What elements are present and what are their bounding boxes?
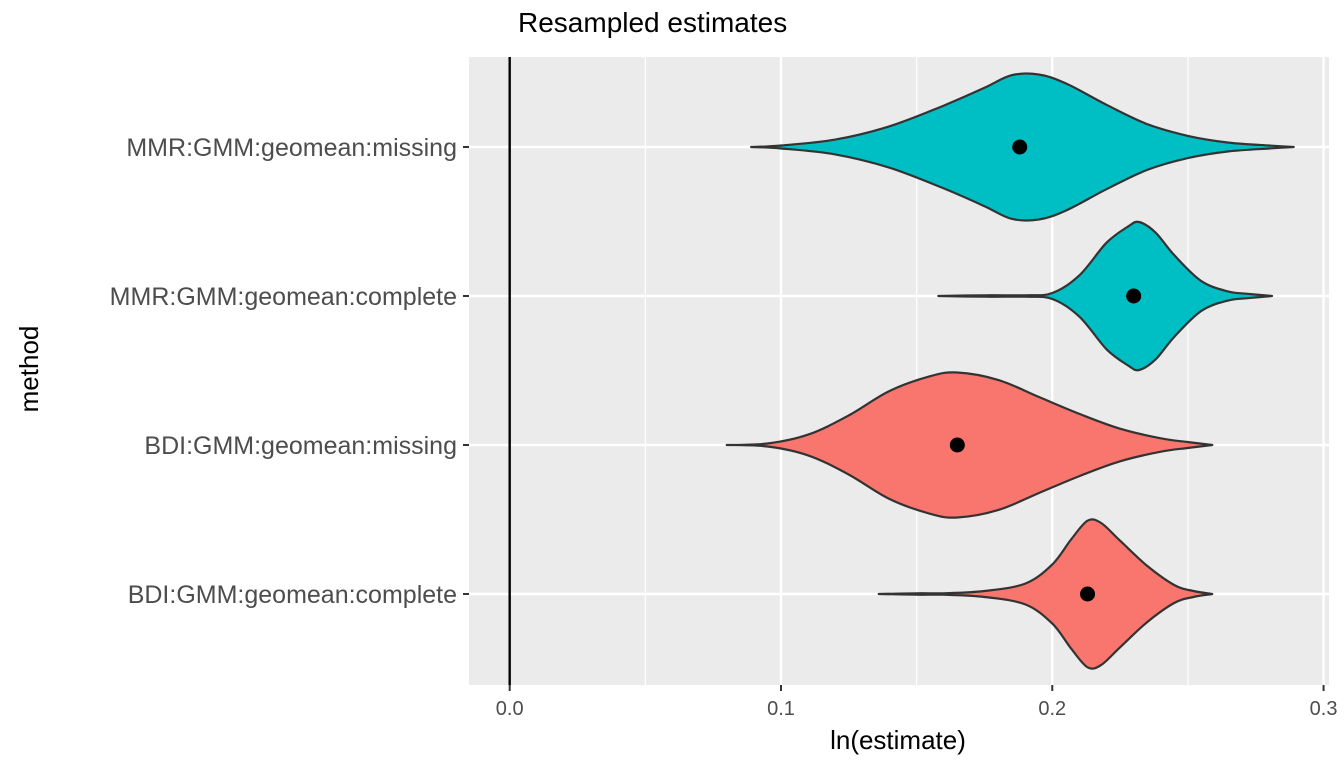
x-axis-title: ln(estimate) [830, 725, 966, 755]
chart-title: Resampled estimates [518, 7, 787, 38]
x-tick-label: 0.3 [1310, 698, 1338, 720]
violin-shape [877, 518, 1214, 670]
violin-shape [725, 371, 1214, 519]
estimate-point [1012, 139, 1028, 155]
x-tick-label: 0.1 [767, 698, 795, 720]
y-tick-label: BDI:GMM:geomean:missing [144, 432, 457, 460]
estimate-point [1126, 288, 1142, 304]
y-tick-label: MMR:GMM:geomean:missing [126, 134, 457, 162]
y-axis-title: method [14, 326, 44, 413]
estimate-point [949, 437, 965, 453]
x-tick-label: 0.2 [1038, 698, 1066, 720]
y-tick-label: MMR:GMM:geomean:complete [110, 283, 457, 311]
estimate-point [1080, 586, 1096, 602]
points [949, 139, 1142, 602]
axis-ticks: 0.0 0.1 0.2 0.3 MMR:GMM:geomean:missing MMR:G… [110, 134, 1338, 720]
y-tick-label: BDI:GMM:geomean:complete [128, 581, 457, 609]
violin-shape [937, 220, 1274, 372]
x-tick-label: 0.0 [496, 698, 524, 720]
